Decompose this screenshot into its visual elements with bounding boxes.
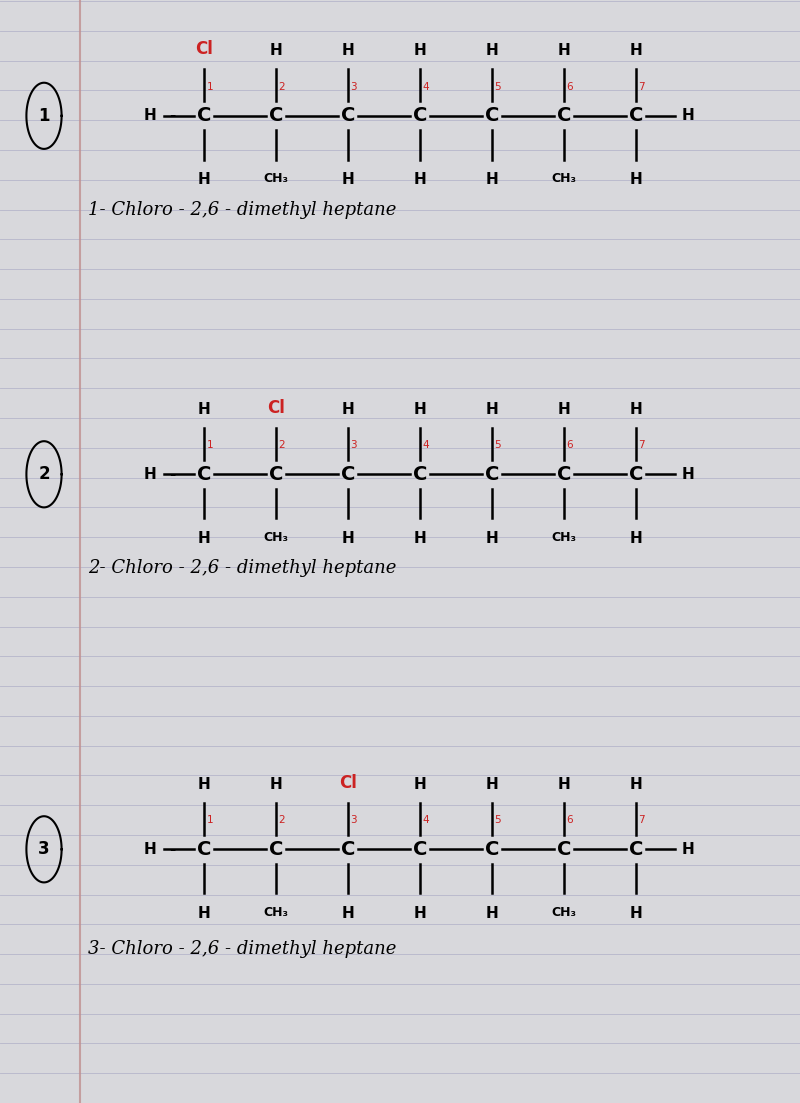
Text: H: H — [414, 172, 426, 188]
Text: H: H — [198, 906, 210, 921]
Text: H: H — [198, 401, 210, 417]
Text: 6: 6 — [566, 82, 573, 92]
Text: H: H — [414, 43, 426, 58]
Text: 1: 1 — [38, 107, 50, 125]
Text: C: C — [485, 839, 499, 859]
Text: Cl: Cl — [195, 41, 213, 58]
Text: -: - — [169, 842, 175, 857]
Text: 3- Chloro - 2,6 - dimethyl heptane: 3- Chloro - 2,6 - dimethyl heptane — [88, 940, 396, 957]
Text: H: H — [342, 43, 354, 58]
Text: 3: 3 — [350, 440, 357, 450]
Text: 7: 7 — [638, 440, 645, 450]
Text: H: H — [342, 401, 354, 417]
Text: C: C — [557, 106, 571, 126]
Text: C: C — [629, 839, 643, 859]
Text: C: C — [269, 839, 283, 859]
Text: H: H — [414, 401, 426, 417]
Text: 2: 2 — [278, 815, 285, 825]
Text: C: C — [629, 464, 643, 484]
Text: 3: 3 — [350, 815, 357, 825]
Text: C: C — [629, 106, 643, 126]
Text: H: H — [630, 172, 642, 188]
Text: C: C — [485, 106, 499, 126]
Text: CH₃: CH₃ — [551, 172, 577, 185]
Text: 2- Chloro - 2,6 - dimethyl heptane: 2- Chloro - 2,6 - dimethyl heptane — [88, 559, 396, 577]
Text: H: H — [486, 43, 498, 58]
Text: 1: 1 — [206, 440, 213, 450]
Text: C: C — [269, 464, 283, 484]
Text: Cl: Cl — [267, 399, 285, 417]
Text: -: - — [169, 108, 175, 124]
Text: 1: 1 — [206, 82, 213, 92]
Text: C: C — [557, 464, 571, 484]
Text: C: C — [413, 106, 427, 126]
Text: CH₃: CH₃ — [551, 906, 577, 919]
Text: C: C — [197, 464, 211, 484]
Text: H: H — [486, 401, 498, 417]
Text: H: H — [198, 172, 210, 188]
Text: H: H — [682, 108, 694, 124]
Text: 2: 2 — [278, 82, 285, 92]
Text: 4: 4 — [422, 440, 429, 450]
Text: H: H — [630, 906, 642, 921]
Text: 2: 2 — [38, 465, 50, 483]
Text: H: H — [342, 172, 354, 188]
Text: H: H — [630, 531, 642, 546]
Text: 3: 3 — [350, 82, 357, 92]
Text: C: C — [341, 464, 355, 484]
Text: C: C — [341, 839, 355, 859]
Text: 7: 7 — [638, 815, 645, 825]
Text: 6: 6 — [566, 815, 573, 825]
Text: CH₃: CH₃ — [263, 172, 289, 185]
Text: C: C — [557, 839, 571, 859]
Text: 6: 6 — [566, 440, 573, 450]
Text: H: H — [198, 531, 210, 546]
Text: H: H — [342, 906, 354, 921]
Text: H: H — [198, 777, 210, 792]
Text: H: H — [486, 777, 498, 792]
Text: CH₃: CH₃ — [263, 531, 289, 544]
Text: H: H — [558, 43, 570, 58]
Text: H: H — [682, 842, 694, 857]
Text: 4: 4 — [422, 82, 429, 92]
Text: CH₃: CH₃ — [263, 906, 289, 919]
Text: H: H — [486, 906, 498, 921]
Text: 5: 5 — [494, 82, 501, 92]
Text: 5: 5 — [494, 815, 501, 825]
Text: H: H — [143, 467, 156, 482]
Text: C: C — [413, 839, 427, 859]
Text: 1: 1 — [206, 815, 213, 825]
Text: H: H — [630, 43, 642, 58]
Text: H: H — [414, 906, 426, 921]
Text: C: C — [413, 464, 427, 484]
Text: CH₃: CH₃ — [551, 531, 577, 544]
Text: Cl: Cl — [339, 774, 357, 792]
Text: H: H — [630, 401, 642, 417]
Text: 4: 4 — [422, 815, 429, 825]
Text: C: C — [341, 106, 355, 126]
Text: H: H — [414, 777, 426, 792]
Text: 2: 2 — [278, 440, 285, 450]
Text: H: H — [342, 531, 354, 546]
Text: H: H — [558, 401, 570, 417]
Text: H: H — [486, 531, 498, 546]
Text: 1- Chloro - 2,6 - dimethyl heptane: 1- Chloro - 2,6 - dimethyl heptane — [88, 201, 396, 218]
Text: H: H — [630, 777, 642, 792]
Text: 5: 5 — [494, 440, 501, 450]
Text: -: - — [169, 467, 175, 482]
Text: H: H — [414, 531, 426, 546]
Text: 3: 3 — [38, 840, 50, 858]
Text: C: C — [269, 106, 283, 126]
Text: H: H — [486, 172, 498, 188]
Text: H: H — [143, 842, 156, 857]
Text: C: C — [197, 839, 211, 859]
Text: 7: 7 — [638, 82, 645, 92]
Text: H: H — [143, 108, 156, 124]
Text: H: H — [558, 777, 570, 792]
Text: C: C — [485, 464, 499, 484]
Text: C: C — [197, 106, 211, 126]
Text: H: H — [270, 43, 282, 58]
Text: H: H — [682, 467, 694, 482]
Text: H: H — [270, 777, 282, 792]
